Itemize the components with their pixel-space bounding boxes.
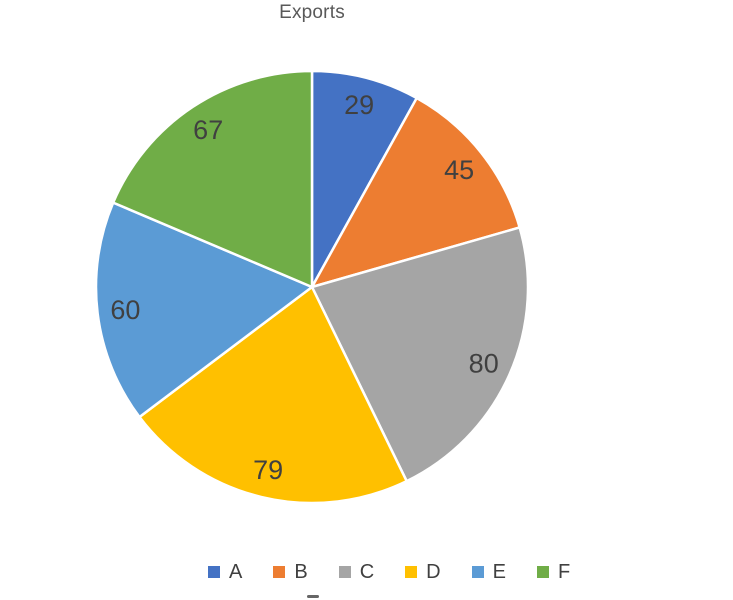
legend-label-A: A xyxy=(229,561,243,583)
legend-swatch-B xyxy=(273,566,286,578)
data-label-F: 67 xyxy=(193,115,223,145)
data-label-E: 60 xyxy=(110,295,140,325)
legend-swatch-F xyxy=(536,566,549,578)
pie-slice-D[interactable] xyxy=(138,285,408,505)
legend-label-E: E xyxy=(492,561,506,583)
pie-slice-F[interactable] xyxy=(111,69,314,289)
legend-item-F[interactable]: F xyxy=(536,561,571,583)
legend-swatch-D xyxy=(405,566,418,578)
legend-label-B: B xyxy=(294,561,308,583)
legend-item-D[interactable]: D xyxy=(405,561,441,583)
legend-swatch-E xyxy=(471,566,484,578)
pie-slice-B[interactable] xyxy=(310,96,521,289)
legend-item-B[interactable]: B xyxy=(273,561,308,583)
data-label-A: 29 xyxy=(344,90,374,120)
legend-label-C: C xyxy=(359,561,375,583)
data-label-C: 80 xyxy=(469,349,499,379)
legend-item-E[interactable]: E xyxy=(471,561,506,583)
legend-item-A[interactable]: A xyxy=(208,562,242,582)
legend-swatch-A xyxy=(208,566,220,578)
pie-plot-area: 29 45 80 79 60 67 xyxy=(94,69,530,505)
chart-title: Exports xyxy=(279,2,345,23)
legend-item-C[interactable]: C xyxy=(338,561,375,583)
data-label-B: 45 xyxy=(444,155,474,185)
legend-swatch-C xyxy=(338,566,351,578)
chart-legend: A B C D E F xyxy=(208,560,570,584)
clipped-text-fragment xyxy=(307,595,319,598)
legend-label-F: F xyxy=(557,561,571,583)
pie-slice-C[interactable] xyxy=(310,226,530,483)
data-label-D: 79 xyxy=(253,455,283,485)
legend-label-D: D xyxy=(426,561,441,583)
pie-slice-E[interactable] xyxy=(94,201,314,419)
pie-slice-A[interactable] xyxy=(310,69,418,289)
